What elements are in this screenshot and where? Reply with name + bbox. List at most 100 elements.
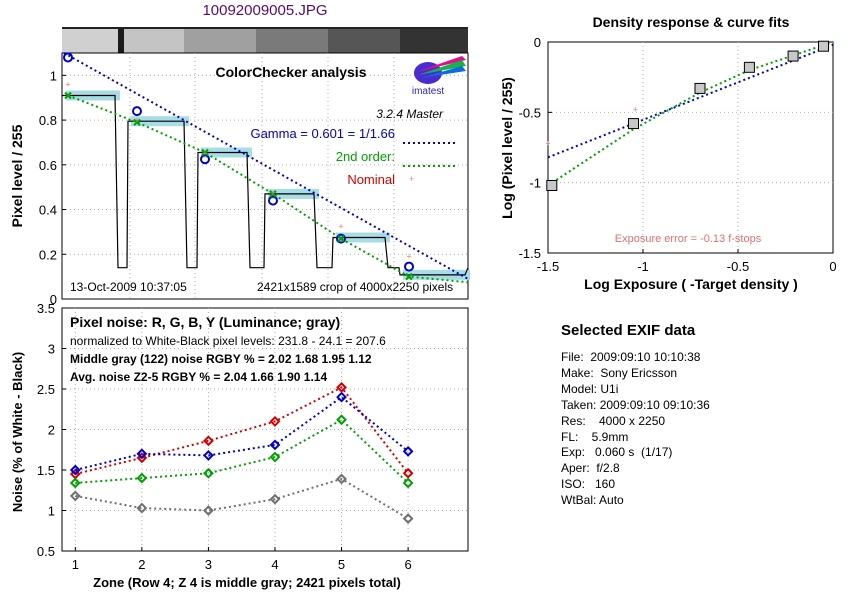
- colorchecker-measured-point: [200, 154, 210, 165]
- noise-point: [203, 435, 214, 447]
- noise-point: [269, 451, 281, 463]
- noise-point: [336, 414, 347, 426]
- colorchecker-nominal-point: +: [270, 188, 275, 198]
- colorchecker-legend-label: Gamma = 0.601 = 1/1.66: [250, 126, 395, 141]
- noise-point: [136, 502, 148, 514]
- grayscale-patch: [400, 29, 468, 53]
- density-y-tick-label: -1: [529, 176, 541, 191]
- colorchecker-gamma-fit-line: [63, 52, 469, 280]
- noise-point: [269, 493, 281, 505]
- colorchecker-nominal-point: +: [338, 221, 343, 231]
- grayscale-patch: [62, 29, 118, 53]
- density-panel: Density response & curve fits -1.5 -1 -0.5…: [499, 14, 837, 292]
- exif-title: Selected EXIF data: [561, 322, 696, 339]
- density-x-label: Log Exposure ( -Target density ): [584, 276, 798, 292]
- exif-row: Make: Sony Ericsson: [561, 365, 678, 380]
- colorchecker-legend-label: 2nd order:: [336, 149, 395, 164]
- noise-x-tick-label: 5: [338, 557, 345, 572]
- colorchecker-crop-info: 2421x1589 crop of 4000x2250 pixels: [257, 280, 453, 294]
- density-ticks: -1.5 -1 -0.5 0 -1.5 -1 -0.5 0: [519, 35, 837, 274]
- exif-row: File: 2009:09:10 10:10:38: [561, 350, 701, 364]
- density-2nd-order-fit-line: [547, 41, 834, 187]
- exif-row: Exp: 0.060 s (1/17): [561, 445, 673, 460]
- density-patch-point: [694, 82, 706, 94]
- density-patch-point: [546, 179, 558, 191]
- colorchecker-panel: 0 0.2 0.4 0.6 0.8 1 Pixel level / 255 ColorCh…: [9, 27, 470, 307]
- colorchecker-fit-point: [337, 234, 345, 243]
- colorchecker-y-tick-label: 0: [50, 292, 57, 307]
- noise-y-tick-label: 1: [48, 504, 55, 519]
- noise-title: Pixel noise: R, G, B, Y (Luminance; gray…: [70, 314, 340, 330]
- imatest-logo-text: imatest: [412, 86, 444, 97]
- imatest-logo: imatest: [412, 56, 466, 97]
- colorchecker-fit-point: [64, 91, 72, 100]
- colorchecker-measured-point: [63, 52, 73, 63]
- density-plot-area: [547, 41, 834, 254]
- noise-middle-gray: Middle gray (122) noise RGBY % = 2.02 1.…: [70, 352, 372, 366]
- noise-point: [402, 467, 414, 479]
- noise-y-tick-label: 2.5: [37, 382, 55, 397]
- exif-row: Aper: f/2.8: [561, 461, 620, 476]
- colorchecker-nominal-point: +: [134, 115, 139, 125]
- colorchecker-grid: [62, 53, 468, 299]
- colorchecker-measured-point: [132, 106, 142, 117]
- noise-y-tick-label: 3.5: [37, 301, 55, 316]
- noise-point: [203, 467, 214, 479]
- density-title: Density response & curve fits: [593, 14, 790, 30]
- noise-point: [203, 450, 214, 461]
- colorchecker-fit-point: [405, 272, 413, 281]
- noise-x-tick-label: 6: [404, 557, 411, 572]
- noise-point: [203, 505, 214, 516]
- noise-point: [136, 448, 148, 460]
- noise-x-tick-label: 1: [72, 557, 79, 572]
- density-patch-point: [787, 50, 799, 62]
- noise-series-line: [75, 418, 409, 484]
- noise-point: [402, 477, 414, 489]
- density-x-tick-label: -1: [637, 259, 649, 274]
- exif-row: ISO: 160: [561, 477, 616, 492]
- exif-row: Res: 4000 x 2250: [561, 413, 666, 428]
- noise-y-tick-label: 3: [48, 342, 55, 357]
- colorchecker-nominal-point: +: [202, 149, 207, 159]
- density-y-tick-label: -0.5: [519, 105, 541, 120]
- noise-point: [136, 472, 148, 484]
- file-title: 10092009005.JPG: [202, 2, 327, 19]
- colorchecker-timestamp: 13-Oct-2009 10:37:05: [70, 280, 187, 294]
- noise-average: Avg. noise Z2-5 RGBY % = 2.04 1.66 1.90 …: [70, 370, 327, 384]
- noise-point: [402, 513, 414, 525]
- noise-subtitle: normalized to White-Black pixel levels: …: [70, 334, 386, 348]
- exif-row: FL: 5.9mm: [561, 429, 629, 444]
- noise-grid: [62, 308, 468, 551]
- density-y-label: Log (Pixel level / 255): [499, 77, 515, 219]
- grayscale-strip: [62, 29, 468, 53]
- density-x-tick-label: 0: [829, 259, 836, 274]
- noise-x-tick-label: 4: [271, 557, 278, 572]
- noise-series: [69, 381, 414, 525]
- density-patch-point: [818, 40, 829, 52]
- density-patch-point: [743, 61, 755, 73]
- noise-point: [336, 391, 347, 403]
- noise-point: [269, 415, 281, 427]
- grayscale-patch: [256, 29, 328, 53]
- colorchecker-luminance-trace: [62, 94, 469, 276]
- colorchecker-y-tick-label: 0.4: [39, 203, 57, 218]
- noise-y-tick-label: 0.5: [37, 544, 55, 559]
- noise-x-label: Zone (Row 4; Z 4 is middle gray; 2421 pi…: [93, 575, 401, 590]
- colorchecker-measured-point: [404, 261, 414, 272]
- noise-point: [69, 464, 81, 476]
- density-exposure-error: Exposure error = -0.13 f-stops: [615, 233, 762, 245]
- noise-point: [402, 445, 414, 457]
- noise-y-tick-label: 2: [48, 423, 55, 438]
- colorchecker-legend-marker: +: [409, 174, 414, 184]
- noise-point: [269, 439, 281, 451]
- density-y-tick-label: 0: [534, 35, 541, 50]
- colorchecker-nominal-point: +: [65, 79, 70, 89]
- colorchecker-y-tick-label: 0.6: [39, 158, 57, 173]
- density-nominal-point: +: [633, 105, 638, 115]
- exif-row: Model: U1i: [561, 381, 619, 396]
- exif-row: Taken: 2009:09:10 09:10:36: [561, 397, 710, 412]
- exif-row: WtBal: Auto: [561, 493, 624, 508]
- noise-y-tick-label: 1.5: [37, 463, 55, 478]
- grayscale-patch: [124, 29, 184, 53]
